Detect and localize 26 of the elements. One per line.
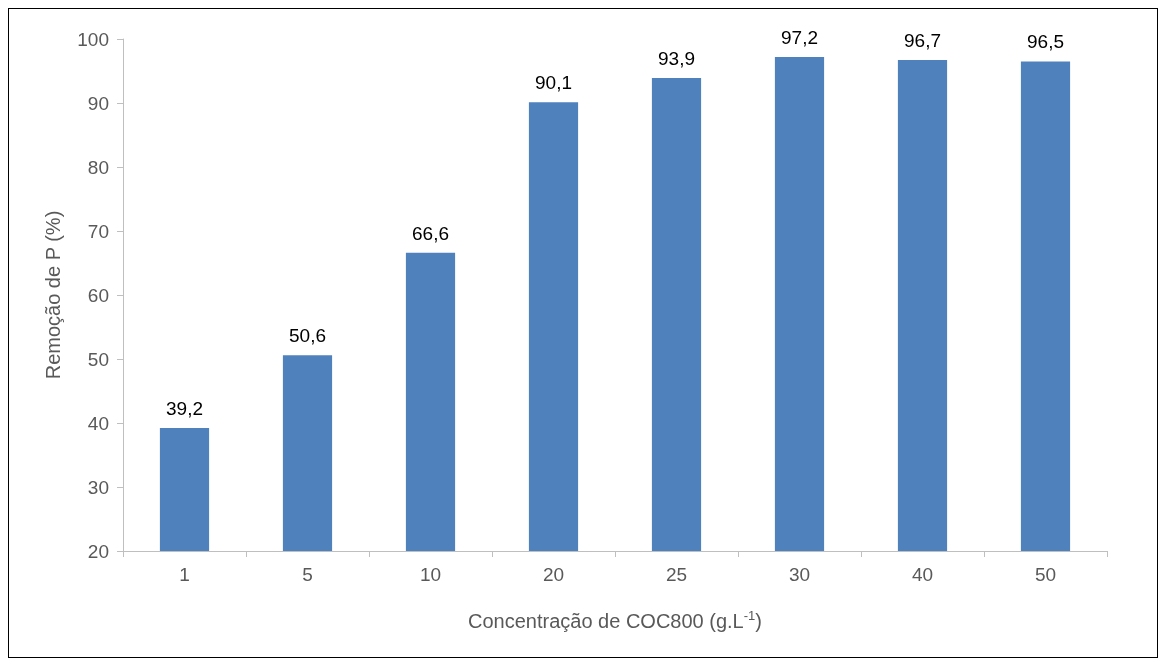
y-tick-label: 90 (87, 92, 109, 114)
x-tick-label: 25 (665, 564, 688, 585)
data-label: 90,1 (535, 72, 572, 94)
x-tick-label: 50 (1034, 564, 1057, 585)
y-tick-label: 70 (87, 220, 109, 242)
x-tick-label: 10 (419, 564, 442, 585)
y-tick-label: 50 (87, 348, 109, 370)
data-label: 96,7 (904, 30, 941, 52)
x-tick-label: 5 (302, 564, 313, 585)
data-label: 97,2 (781, 26, 818, 48)
y-tick-label: 30 (87, 476, 109, 498)
data-label: 96,5 (1027, 31, 1064, 53)
x-tick-label: 30 (788, 564, 811, 585)
data-label: 50,6 (289, 325, 326, 347)
y-axis-title: Remoção de P (%) (42, 210, 64, 380)
y-tick-label: 20 (87, 540, 109, 562)
x-tick-label: 1 (179, 564, 190, 585)
y-tick-label: 60 (87, 284, 109, 306)
data-label: 93,9 (658, 48, 695, 70)
x-tick-label: 20 (542, 564, 565, 585)
x-tick-label: 40 (911, 564, 934, 585)
y-tick-label: 40 (87, 412, 109, 434)
y-tick-label: 100 (77, 28, 109, 50)
data-label: 39,2 (166, 398, 203, 420)
data-label: 66,6 (412, 222, 449, 244)
y-tick-label: 80 (87, 156, 109, 178)
